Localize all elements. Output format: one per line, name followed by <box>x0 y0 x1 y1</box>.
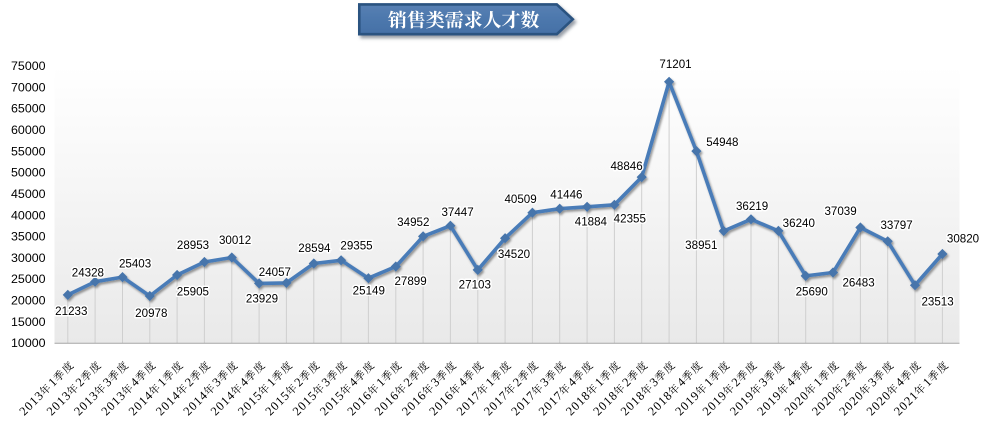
svg-text:30000: 30000 <box>11 251 46 265</box>
svg-text:25403: 25403 <box>119 258 151 271</box>
svg-text:15000: 15000 <box>11 315 46 329</box>
svg-text:25000: 25000 <box>11 272 46 286</box>
svg-text:36219: 36219 <box>736 200 768 213</box>
svg-text:38951: 38951 <box>685 239 717 252</box>
svg-text:28594: 28594 <box>298 242 331 255</box>
svg-text:37447: 37447 <box>441 206 473 219</box>
svg-text:45000: 45000 <box>11 187 46 201</box>
svg-text:25149: 25149 <box>353 284 385 297</box>
svg-text:25905: 25905 <box>177 286 209 299</box>
svg-text:20000: 20000 <box>11 294 46 308</box>
svg-text:23929: 23929 <box>246 293 278 306</box>
svg-text:21233: 21233 <box>55 305 87 318</box>
svg-text:41884: 41884 <box>575 215 608 228</box>
svg-text:55000: 55000 <box>11 144 46 158</box>
svg-text:71201: 71201 <box>659 58 691 71</box>
svg-text:23513: 23513 <box>921 295 953 308</box>
svg-text:33797: 33797 <box>880 219 912 232</box>
svg-text:42355: 42355 <box>614 213 646 226</box>
svg-text:10000: 10000 <box>11 336 46 350</box>
svg-text:26483: 26483 <box>842 277 874 290</box>
svg-text:48846: 48846 <box>610 160 642 173</box>
svg-text:65000: 65000 <box>11 102 46 116</box>
svg-text:30012: 30012 <box>219 234 251 247</box>
svg-text:28953: 28953 <box>177 239 209 252</box>
svg-text:54948: 54948 <box>706 136 738 149</box>
svg-text:75000: 75000 <box>11 59 46 73</box>
svg-text:50000: 50000 <box>11 166 46 180</box>
svg-text:29355: 29355 <box>340 240 372 253</box>
svg-text:34952: 34952 <box>397 216 429 229</box>
svg-text:41446: 41446 <box>550 189 582 202</box>
svg-text:36240: 36240 <box>783 217 815 230</box>
svg-text:25690: 25690 <box>796 286 828 299</box>
svg-text:30820: 30820 <box>947 233 979 246</box>
svg-text:40000: 40000 <box>11 208 46 222</box>
svg-text:60000: 60000 <box>11 123 46 137</box>
svg-text:27103: 27103 <box>459 279 491 292</box>
svg-text:27899: 27899 <box>394 275 426 288</box>
svg-text:34520: 34520 <box>498 248 530 261</box>
svg-text:40509: 40509 <box>504 193 536 206</box>
svg-text:70000: 70000 <box>11 80 46 94</box>
svg-text:37039: 37039 <box>824 205 856 218</box>
svg-text:24057: 24057 <box>259 266 291 279</box>
svg-text:20978: 20978 <box>135 307 167 320</box>
svg-text:24328: 24328 <box>72 267 104 280</box>
svg-text:35000: 35000 <box>11 230 46 244</box>
